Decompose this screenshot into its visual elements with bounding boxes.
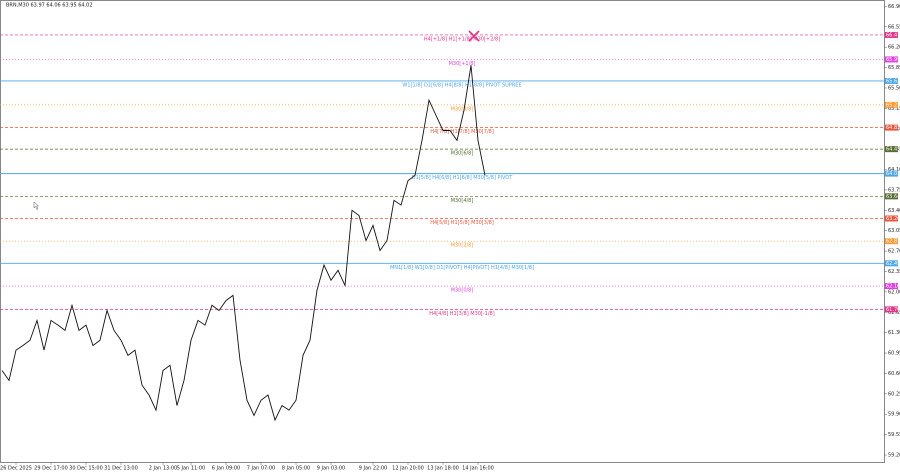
y-tick-label: 65.85 xyxy=(888,65,900,71)
price-tag xyxy=(885,146,898,153)
level-label: H4[5/8] H1[5/8] M30[3/8] xyxy=(430,220,494,226)
plot-frame xyxy=(0,0,885,463)
x-tick-label: 12 Jan 20:00 xyxy=(392,466,424,472)
price-tag-label: 63.64 xyxy=(886,194,900,200)
x-tick-label: 14 Jan 16:00 xyxy=(462,466,494,472)
price-tag-label: 66.41 xyxy=(886,32,900,38)
y-tick-label: 61.65 xyxy=(888,310,900,316)
level-label: D1[5/8] H4[6/8] H1[6/8] M30[5/8] PIVOT xyxy=(412,175,513,181)
x-tick-label: 13 Jan 18:00 xyxy=(427,466,459,472)
price-tag xyxy=(885,56,898,63)
x-tick-label: 9 Jan 22:00 xyxy=(359,466,387,472)
x-tick-label: 2 Jan 13:00 xyxy=(149,466,177,472)
y-tick-label: 65.50 xyxy=(888,85,900,91)
y-tick-label: 62.00 xyxy=(888,289,900,295)
price-tag xyxy=(885,193,898,200)
cursor-icon xyxy=(33,201,40,210)
y-tick-label: 66.20 xyxy=(888,45,900,51)
x-tick-label: 31 Dec 13:00 xyxy=(104,466,138,472)
level-label: MN1[1/8] W1[0/8] D1[PIVOT] H4[PIVOT] H1[… xyxy=(390,265,534,271)
x-tick-label: 5 Jan 11:00 xyxy=(177,466,205,472)
y-tick-label: 66.55 xyxy=(888,24,900,30)
y-tick-label: 66.90 xyxy=(888,4,900,10)
price-tag xyxy=(885,170,898,177)
x-tick-label: 26 Dec 2025 xyxy=(0,466,32,472)
price-line xyxy=(1,65,486,422)
y-tick-label: 65.15 xyxy=(888,106,900,112)
y-tick-label: 64.10 xyxy=(888,167,900,173)
x-tick-label: 6 Jan 09:00 xyxy=(212,466,240,472)
y-tick-label: 63.40 xyxy=(888,208,900,214)
price-tag-label: 62.87 xyxy=(886,239,900,245)
level-label: M30[8/8] xyxy=(451,106,474,112)
price-tag-label: 62.49 xyxy=(886,261,900,267)
level-label: H4[7/8] H1[7/8] M30[7/8] xyxy=(430,129,494,135)
y-tick-label: 63.75 xyxy=(888,187,900,193)
price-tag xyxy=(885,238,898,245)
y-tick-label: 62.70 xyxy=(888,249,900,255)
x-tick-label: 29 Dec 17:00 xyxy=(34,466,68,472)
price-tag xyxy=(885,124,898,131)
y-tick-label: 60.25 xyxy=(888,391,900,397)
price-tag xyxy=(885,101,898,108)
price-tag-label: 64.82 xyxy=(886,125,900,131)
level-label: M30[6/8] xyxy=(451,151,474,157)
price-tag-label: 65.21 xyxy=(886,102,900,108)
y-tick-label: 60.60 xyxy=(888,371,900,377)
level-label: M30[4/8] xyxy=(451,198,474,204)
y-tick-label: 59.20 xyxy=(888,453,900,459)
y-tick-label: 61.30 xyxy=(888,330,900,336)
price-tag xyxy=(885,260,898,267)
price-tag xyxy=(885,215,898,222)
level-label: M30[0/8] xyxy=(451,288,474,294)
price-tag-label: 63.26 xyxy=(886,216,900,222)
x-tick-label: 8 Jan 05:00 xyxy=(282,466,310,472)
price-tag-label: 62.10 xyxy=(886,284,900,290)
price-tag-label: 64.03 xyxy=(886,171,900,177)
price-tag-label: 65.99 xyxy=(886,57,900,63)
price-tag-label: 64.45 xyxy=(886,147,900,153)
price-tag-label: 61.70 xyxy=(886,307,900,313)
x-tick-label: 30 Dec 15:00 xyxy=(69,466,103,472)
level-label: M30[+1/8] xyxy=(449,61,476,67)
level-label: H4[4/8] H1[3/8] M30[-1/8] xyxy=(429,311,494,317)
y-tick-label: 59.90 xyxy=(888,412,900,418)
y-tick-label: 60.95 xyxy=(888,351,900,357)
x-tick-label: 7 Jan 07:00 xyxy=(247,466,275,472)
chart-title: BRN,M30 63.97 64.06 63.95 64.02 xyxy=(6,3,93,9)
level-label: M30[2/8] xyxy=(451,243,474,249)
price-tag xyxy=(885,77,898,84)
price-tag-label: 65.62 xyxy=(886,78,900,84)
y-tick-label: 59.55 xyxy=(888,432,900,438)
level-label: H4[+1/8] H1[+1/8] M30[+2/8] xyxy=(424,36,500,42)
y-tick-label: 63.05 xyxy=(888,228,900,234)
y-tick-label: 62.35 xyxy=(888,269,900,275)
cross-marker xyxy=(468,30,480,42)
price-tag xyxy=(885,283,898,290)
level-label: W1[1/8] D1[6/8] H4[8/8] H1[8/8] PIVOT SU… xyxy=(402,82,521,88)
x-tick-label: 9 Jan 03:00 xyxy=(317,466,345,472)
price-tag xyxy=(885,31,898,38)
price-tag xyxy=(885,306,898,313)
